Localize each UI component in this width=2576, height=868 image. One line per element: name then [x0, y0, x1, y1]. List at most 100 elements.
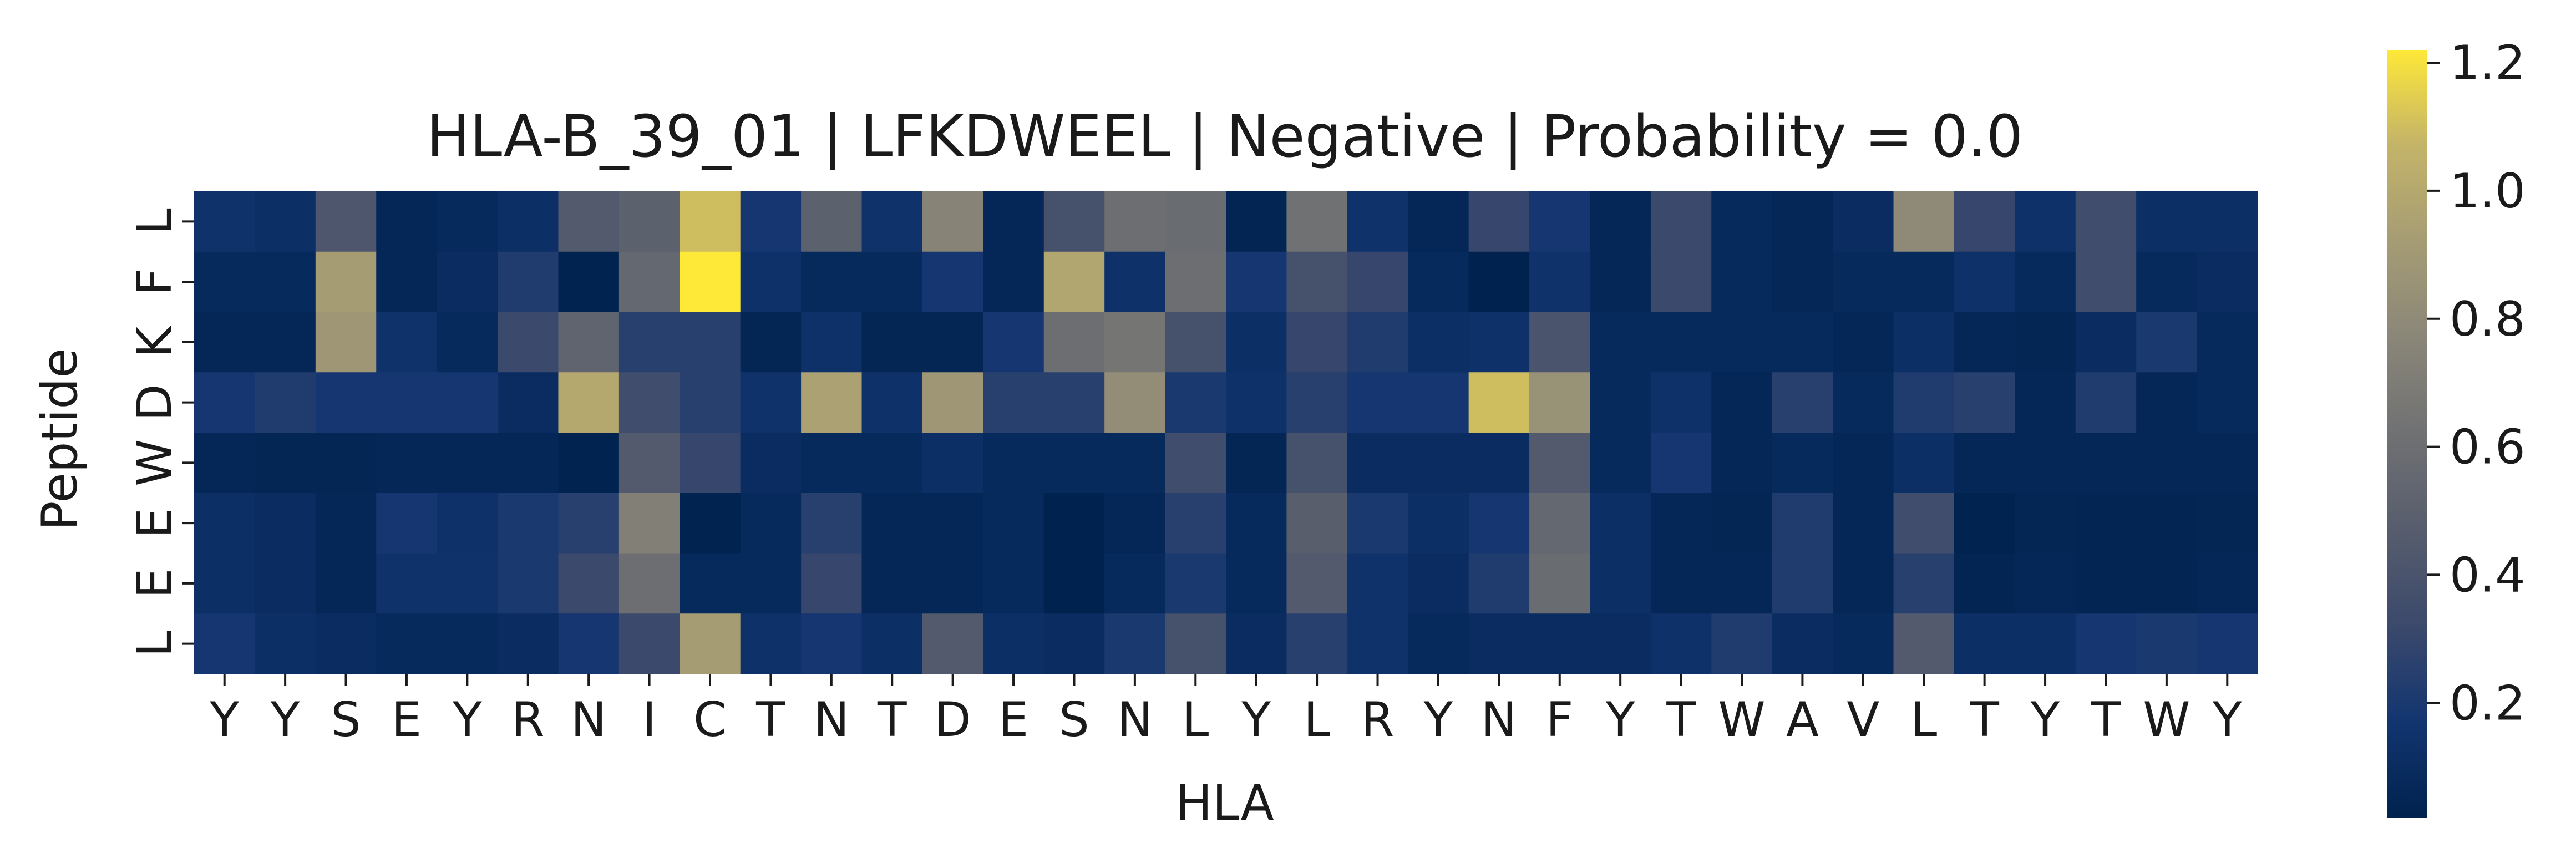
heatmap-cell-r6-c3 — [376, 553, 438, 614]
x-tick-label: R — [511, 692, 545, 748]
heatmap-cell-r7-c0 — [194, 613, 256, 674]
heatmap-cell-r5-c7 — [618, 493, 680, 554]
heatmap-cell-r0-c10 — [801, 191, 863, 252]
x-tick-label: Y — [209, 692, 239, 748]
heatmap-cell-r2-c16 — [1165, 312, 1226, 373]
heatmap-cell-r4-c28 — [1893, 433, 1955, 494]
heatmap-cell-r3-c18 — [1286, 372, 1348, 433]
heatmap-cell-r4-c27 — [1833, 433, 1894, 494]
heatmap-cell-r4-c23 — [1590, 433, 1651, 494]
heatmap-cell-r2-c8 — [680, 312, 741, 373]
x-tick-label: E — [392, 692, 422, 748]
heatmap-cell-r5-c18 — [1286, 493, 1348, 554]
heatmap-cell-r6-c32 — [2136, 553, 2198, 614]
heatmap-cell-r3-c21 — [1468, 372, 1530, 433]
heatmap-cell-r5-c4 — [437, 493, 498, 554]
heatmap-cell-r2-c20 — [1408, 312, 1469, 373]
heatmap-cell-r1-c7 — [618, 251, 680, 313]
heatmap-cell-r3-c26 — [1772, 372, 1833, 433]
heatmap-cell-r5-c22 — [1529, 493, 1591, 554]
heatmap-cell-r1-c22 — [1529, 251, 1591, 313]
colorbar-tick-label: 0.2 — [2450, 676, 2526, 731]
heatmap-cell-r6-c11 — [861, 553, 923, 614]
x-tick-label: N — [571, 692, 606, 748]
heatmap-cell-r6-c19 — [1347, 553, 1408, 614]
heatmap-cell-r5-c15 — [1104, 493, 1166, 554]
heatmap-cell-r5-c26 — [1772, 493, 1833, 554]
heatmap-cell-r5-c20 — [1408, 493, 1469, 554]
heatmap-cell-r0-c30 — [2015, 191, 2076, 252]
heatmap-cell-r7-c25 — [1711, 613, 1773, 674]
heatmap-cell-r4-c18 — [1286, 433, 1348, 494]
heatmap-cell-r0-c18 — [1286, 191, 1348, 252]
heatmap-cell-r0-c14 — [1043, 191, 1105, 252]
x-tick-label: N — [1481, 692, 1517, 748]
heatmap-cell-r0-c28 — [1893, 191, 1955, 252]
heatmap-cell-r7-c33 — [2197, 613, 2258, 674]
heatmap-cell-r1-c25 — [1711, 251, 1773, 313]
heatmap-cell-r0-c20 — [1408, 191, 1469, 252]
heatmap-cell-r2-c18 — [1286, 312, 1348, 373]
heatmap-cell-r4-c12 — [922, 433, 983, 494]
heatmap-cell-r1-c30 — [2015, 251, 2076, 313]
heatmap-cell-r3-c3 — [376, 372, 438, 433]
heatmap-cell-r6-c14 — [1043, 553, 1105, 614]
heatmap-cell-r0-c1 — [255, 191, 316, 252]
heatmap-cell-r2-c29 — [1954, 312, 2015, 373]
heatmap-cell-r0-c15 — [1104, 191, 1166, 252]
y-tick-label: D — [127, 384, 182, 421]
heatmap-cell-r3-c0 — [194, 372, 256, 433]
heatmap-cell-r6-c31 — [2075, 553, 2137, 614]
heatmap-cell-r4-c7 — [618, 433, 680, 494]
x-tick-label: Y — [1423, 692, 1453, 748]
heatmap-cell-r6-c17 — [1226, 553, 1287, 614]
heatmap-cell-r7-c14 — [1043, 613, 1105, 674]
heatmap-cell-r3-c6 — [558, 372, 620, 433]
x-tick-label: W — [2143, 692, 2190, 748]
heatmap-cell-r2-c32 — [2136, 312, 2198, 373]
heatmap-cell-r6-c28 — [1893, 553, 1955, 614]
heatmap-cell-r3-c11 — [861, 372, 923, 433]
x-tick-label: W — [1718, 692, 1765, 748]
heatmap-cell-r6-c25 — [1711, 553, 1773, 614]
heatmap-cell-r4-c9 — [740, 433, 802, 494]
colorbar-tick-label: 0.6 — [2450, 420, 2526, 475]
heatmap-cell-r5-c27 — [1833, 493, 1894, 554]
heatmap-cell-r3-c29 — [1954, 372, 2015, 433]
heatmap-cell-r5-c19 — [1347, 493, 1408, 554]
heatmap-cell-r6-c26 — [1772, 553, 1833, 614]
heatmap-cell-r6-c10 — [801, 553, 863, 614]
heatmap-cell-r4-c16 — [1165, 433, 1226, 494]
heatmap-cell-r1-c17 — [1226, 251, 1287, 313]
heatmap-cell-r0-c21 — [1468, 191, 1530, 252]
heatmap-cell-r4-c22 — [1529, 433, 1591, 494]
heatmap-cell-r2-c1 — [255, 312, 316, 373]
heatmap-cell-r6-c1 — [255, 553, 316, 614]
heatmap-cell-r2-c10 — [801, 312, 863, 373]
heatmap-cell-r3-c32 — [2136, 372, 2198, 433]
heatmap-cell-r3-c14 — [1043, 372, 1105, 433]
heatmap-cell-r2-c6 — [558, 312, 620, 373]
heatmap-cell-r2-c12 — [922, 312, 983, 373]
heatmap-cell-r7-c28 — [1893, 613, 1955, 674]
y-tick-label: W — [127, 439, 182, 486]
heatmap-cell-r1-c10 — [801, 251, 863, 313]
heatmap-cell-r4-c19 — [1347, 433, 1408, 494]
heatmap-cell-r6-c13 — [983, 553, 1044, 614]
heatmap-cell-r0-c9 — [740, 191, 802, 252]
heatmap-cells — [194, 191, 2258, 674]
heatmap-cell-r5-c30 — [2015, 493, 2076, 554]
heatmap-cell-r6-c21 — [1468, 553, 1530, 614]
heatmap-cell-r5-c14 — [1043, 493, 1105, 554]
heatmap-cell-r6-c9 — [740, 553, 802, 614]
heatmap-cell-r1-c27 — [1833, 251, 1894, 313]
heatmap-cell-r5-c12 — [922, 493, 983, 554]
heatmap-cell-r5-c1 — [255, 493, 316, 554]
heatmap-cell-r4-c24 — [1650, 433, 1712, 494]
heatmap-cell-r1-c12 — [922, 251, 983, 313]
heatmap-cell-r7-c20 — [1408, 613, 1469, 674]
heatmap-cell-r6-c33 — [2197, 553, 2258, 614]
x-tick-label: L — [1182, 692, 1209, 748]
heatmap-cell-r4-c8 — [680, 433, 741, 494]
heatmap-cell-r2-c21 — [1468, 312, 1530, 373]
